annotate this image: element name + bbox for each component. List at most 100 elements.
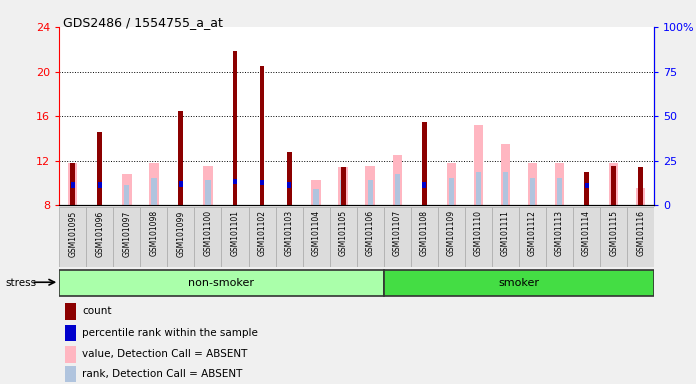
Bar: [492, 207, 519, 267]
Text: GSM101098: GSM101098: [150, 210, 158, 257]
Text: GSM101106: GSM101106: [365, 210, 374, 257]
Bar: [447, 163, 456, 205]
Bar: [476, 172, 481, 205]
Bar: [393, 155, 402, 205]
Bar: [609, 163, 619, 205]
Bar: [70, 163, 75, 205]
Bar: [71, 182, 74, 188]
Bar: [303, 207, 330, 267]
Text: GSM101108: GSM101108: [420, 210, 429, 257]
Bar: [585, 183, 589, 188]
Bar: [151, 177, 157, 205]
Bar: [86, 207, 113, 267]
Bar: [636, 188, 645, 205]
Bar: [500, 144, 510, 205]
Bar: [97, 132, 102, 205]
Bar: [584, 172, 589, 205]
Bar: [122, 174, 132, 205]
Text: GSM101111: GSM101111: [501, 210, 510, 256]
Text: non-smoker: non-smoker: [189, 278, 255, 288]
Bar: [503, 172, 508, 205]
Bar: [65, 303, 76, 319]
Bar: [311, 180, 321, 205]
Bar: [287, 182, 291, 188]
Bar: [97, 182, 102, 188]
Bar: [395, 174, 400, 205]
Bar: [449, 177, 454, 205]
FancyBboxPatch shape: [59, 270, 383, 296]
Text: GSM101102: GSM101102: [258, 210, 267, 257]
Bar: [365, 166, 375, 205]
Bar: [546, 207, 573, 267]
Bar: [221, 207, 248, 267]
Bar: [528, 163, 537, 205]
Text: GSM101095: GSM101095: [68, 210, 77, 257]
Bar: [287, 152, 292, 205]
Text: GSM101097: GSM101097: [122, 210, 132, 257]
Bar: [167, 207, 194, 267]
Text: GSM101100: GSM101100: [203, 210, 212, 257]
Bar: [383, 207, 411, 267]
Bar: [367, 180, 373, 205]
Bar: [611, 166, 616, 205]
Bar: [178, 111, 183, 205]
Bar: [519, 207, 546, 267]
Text: GSM101116: GSM101116: [636, 210, 645, 257]
Bar: [149, 163, 159, 205]
Text: GSM101096: GSM101096: [95, 210, 104, 257]
Bar: [422, 122, 427, 205]
Bar: [233, 179, 237, 184]
Text: GSM101115: GSM101115: [609, 210, 618, 257]
Bar: [70, 180, 75, 205]
Bar: [357, 207, 383, 267]
Bar: [65, 324, 76, 341]
Text: GSM101112: GSM101112: [528, 210, 537, 256]
Text: stress: stress: [6, 278, 37, 288]
Bar: [555, 163, 564, 205]
Bar: [260, 180, 264, 185]
Text: GSM101109: GSM101109: [447, 210, 456, 257]
Bar: [638, 167, 643, 205]
Text: GSM101114: GSM101114: [582, 210, 591, 257]
Bar: [530, 177, 535, 205]
Bar: [260, 66, 264, 205]
Text: GSM101107: GSM101107: [393, 210, 402, 257]
Text: GSM101113: GSM101113: [555, 210, 564, 257]
Bar: [340, 180, 346, 205]
Bar: [232, 51, 237, 205]
Text: GSM101099: GSM101099: [176, 210, 185, 257]
Text: GSM101103: GSM101103: [285, 210, 294, 257]
Bar: [627, 207, 654, 267]
Bar: [179, 181, 183, 187]
Bar: [65, 346, 76, 362]
Text: count: count: [82, 306, 111, 316]
Bar: [276, 207, 303, 267]
Bar: [141, 207, 167, 267]
Text: value, Detection Call = ABSENT: value, Detection Call = ABSENT: [82, 349, 247, 359]
Bar: [573, 207, 600, 267]
Bar: [600, 207, 627, 267]
Bar: [113, 207, 141, 267]
Bar: [65, 366, 76, 382]
Text: GDS2486 / 1554755_a_at: GDS2486 / 1554755_a_at: [63, 16, 223, 29]
Bar: [59, 207, 86, 267]
Text: smoker: smoker: [498, 278, 539, 288]
Bar: [422, 182, 427, 188]
Bar: [341, 167, 346, 205]
Bar: [611, 177, 617, 205]
Bar: [68, 163, 77, 205]
Bar: [203, 166, 213, 205]
Bar: [411, 207, 438, 267]
Bar: [313, 189, 319, 205]
Bar: [338, 167, 348, 205]
FancyBboxPatch shape: [383, 270, 654, 296]
Bar: [194, 207, 221, 267]
Text: GSM101101: GSM101101: [230, 210, 239, 257]
Text: GSM101110: GSM101110: [474, 210, 483, 257]
Bar: [330, 207, 357, 267]
Text: GSM101104: GSM101104: [312, 210, 321, 257]
Bar: [438, 207, 465, 267]
Bar: [124, 185, 129, 205]
Text: GSM101105: GSM101105: [339, 210, 348, 257]
Bar: [248, 207, 276, 267]
